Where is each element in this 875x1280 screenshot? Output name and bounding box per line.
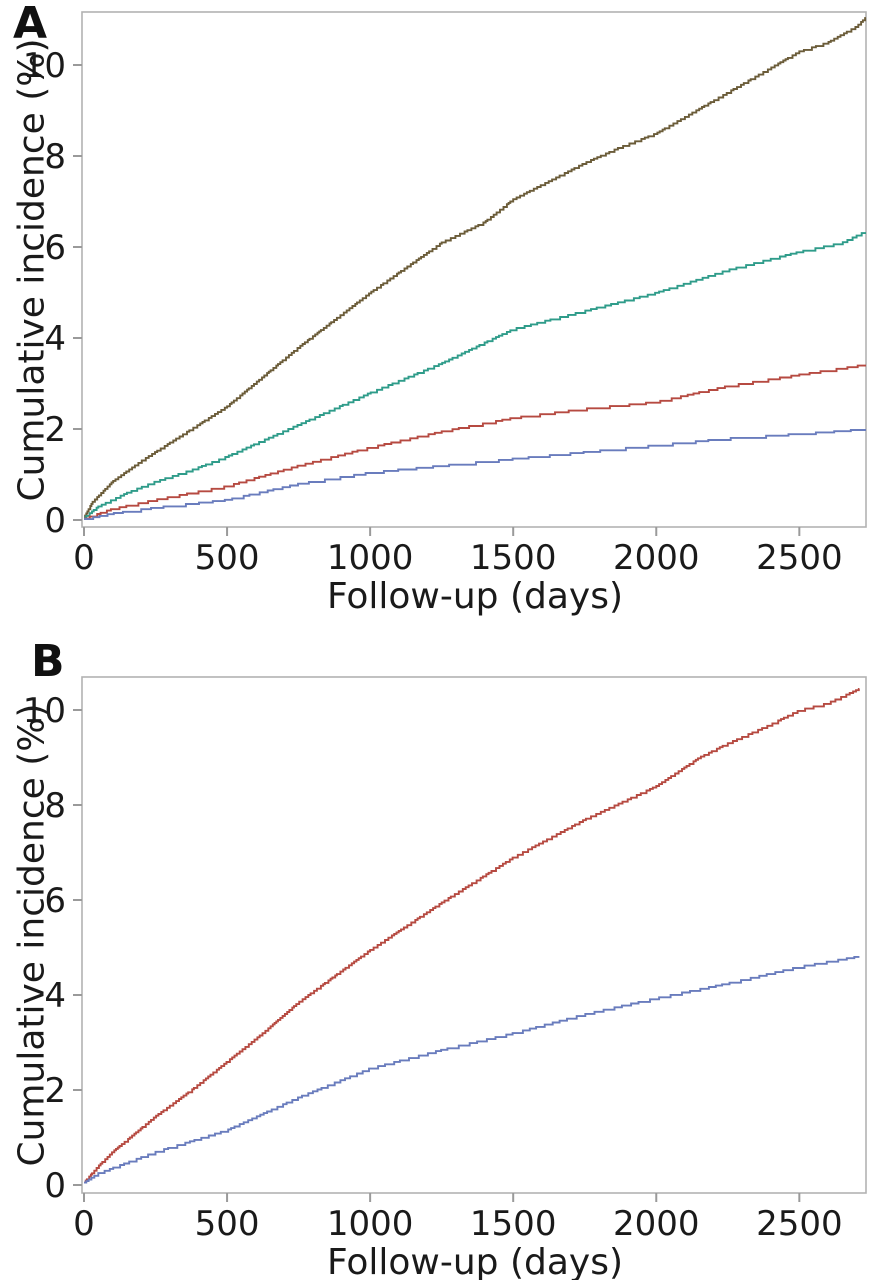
curve-red <box>84 687 860 1184</box>
x-tick-label: 2500 <box>756 1204 843 1244</box>
x-tick-label: 0 <box>73 538 95 578</box>
y-tick-label: 8 <box>44 786 66 826</box>
curve-blue <box>84 955 860 1184</box>
y-tick-label: 8 <box>44 137 66 177</box>
x-tick-label: 2000 <box>613 1204 700 1244</box>
y-tick-label: 0 <box>44 501 66 541</box>
y-tick-label: 6 <box>44 881 66 921</box>
y-tick-label: 4 <box>44 976 66 1016</box>
x-tick-label: 1000 <box>327 1204 414 1244</box>
panel-a: A Cumulative incidence (%) 0 2 4 6 8 10 0 500 10… <box>0 0 875 617</box>
x-tick-label: 2500 <box>756 538 843 578</box>
panel-b-letter: B <box>31 636 65 687</box>
curve-red <box>84 364 866 520</box>
panel-b-plot-area: 0 2 4 6 8 10 0 500 1000 1500 2000 2500 <box>23 676 867 1244</box>
x-tick-label: 500 <box>195 1204 260 1244</box>
plot-border <box>81 676 867 1194</box>
x-tick-label: 1500 <box>470 1204 557 1244</box>
y-tick-label: 0 <box>44 1166 66 1206</box>
panel-a-letter: A <box>13 0 48 49</box>
panel-a-x-axis-title: Follow-up (days) <box>326 576 624 617</box>
curve-blue <box>84 429 866 521</box>
y-tick-label: 6 <box>44 228 66 268</box>
y-tick-label: 4 <box>44 319 66 359</box>
y-tick-label: 10 <box>23 691 66 731</box>
curve-brown <box>84 17 867 519</box>
y-tick-label: 2 <box>44 410 66 450</box>
x-tick-label: 2000 <box>613 538 700 578</box>
x-tick-label: 1000 <box>327 538 414 578</box>
plot-border <box>81 11 867 528</box>
x-tick-label: 500 <box>195 538 260 578</box>
panel-b: B Cumulative incidence (%) 0 2 4 6 8 10 0 500 10… <box>0 612 875 1280</box>
curve-teal <box>84 232 866 519</box>
x-tick-label: 1500 <box>470 538 557 578</box>
x-tick-label: 0 <box>73 1204 95 1244</box>
panel-b-x-axis-title: Follow-up (days) <box>326 1242 624 1280</box>
y-tick-label: 10 <box>23 46 66 86</box>
y-tick-label: 2 <box>44 1071 66 1111</box>
panel-a-plot-area: 0 2 4 6 8 10 0 500 1000 1500 2000 2500 <box>23 11 867 578</box>
